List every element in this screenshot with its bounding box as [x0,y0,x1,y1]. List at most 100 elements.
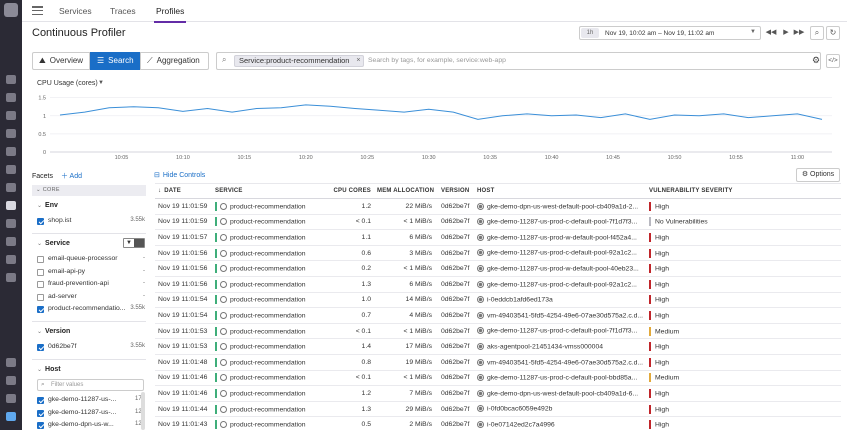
cell-date: Nov 19 11:01:53 [155,338,212,355]
zoom-icon[interactable]: ⌕ [810,26,824,40]
search-bar[interactable]: ⌕ Service:product-recommendation × Search… [216,52,821,70]
view-search-button[interactable]: ☰ Search [90,52,140,70]
hide-controls-button[interactable]: ⊟ Hide Controls [154,171,205,179]
search-input[interactable]: Search by tags, for example, service:web… [368,57,506,64]
facet-version-header[interactable]: ⌄ Version [37,328,71,335]
menu-icon[interactable] [32,6,43,16]
table-row[interactable]: Nov 19 11:01:54 product-recommendation 0.7… [155,307,841,324]
facet-item-service[interactable]: product-recommendatio... 3.55k [37,305,145,315]
view-aggregation-button[interactable]: ⟋ Aggregation [140,52,209,70]
col-date[interactable]: ↓ DATE [155,183,212,199]
cell-cpu: 0.8 [322,354,377,371]
dashboard-icon[interactable] [6,75,16,84]
chevron-down-icon[interactable]: ▼ [750,29,756,35]
service-filter-chip[interactable]: Service:product-recommendation × [234,55,365,67]
tab-services[interactable]: Services [59,6,92,16]
logs-icon[interactable] [6,219,16,228]
time-range-pill[interactable]: 1h [581,28,599,38]
apm-icon[interactable] [6,183,16,192]
facets-scrollbar[interactable] [141,392,145,430]
cell-cpu: 1.0 [322,292,377,309]
team-icon[interactable] [6,376,16,385]
tab-profiles[interactable]: Profiles [153,6,187,23]
facet-item-service[interactable]: fraud-prevention-api - [37,280,145,290]
checkbox[interactable] [37,409,44,417]
code-icon[interactable]: </> [826,54,840,68]
facet-item-host[interactable]: gke-demo-dpn-us-w... 120 [37,421,145,430]
add-facet-button[interactable]: ＋ Add [60,173,82,180]
play-icon[interactable]: ▶ [783,29,789,36]
metric-dropdown[interactable]: CPU Usage (cores) [37,80,98,87]
time-range-picker[interactable]: 1h Nov 19, 10:02 am – Nov 19, 11:02 am ▼ [579,26,761,40]
table-row[interactable]: Nov 19 11:01:56 product-recommendation 1.3… [155,276,841,293]
table-row[interactable]: Nov 19 11:01:54 product-recommendation 1.0… [155,292,841,309]
table-row[interactable]: Nov 19 11:01:44 product-recommendation 1.3… [155,401,841,418]
view-overview-button[interactable]: ⛰ Overview [32,52,90,70]
infrastructure-icon[interactable] [6,165,16,174]
table-row[interactable]: Nov 19 11:01:59 product-recommendation 1.2… [155,198,841,215]
alerts-icon[interactable] [6,147,16,156]
integrations-icon[interactable] [6,129,16,138]
rum-icon[interactable] [6,273,16,282]
rewind-icon[interactable]: ◀◀ [765,29,777,36]
filter-toggle-icon[interactable]: ▼ [123,238,145,248]
table-row[interactable]: Nov 19 11:01:53 product-recommendation 1.4… [155,338,841,355]
top-bar: Services Traces Profiles [22,0,847,23]
col-service[interactable]: SERVICE [212,183,322,199]
checkbox[interactable] [37,218,44,225]
table-row[interactable]: Nov 19 11:01:56 product-recommendation 0.6… [155,245,841,262]
core-section[interactable]: ⌄ CORE [32,185,146,196]
col-cpu[interactable]: CPU CORES [322,183,377,199]
synthetics-icon[interactable] [6,255,16,264]
tab-traces[interactable]: Traces [110,6,136,16]
table-row[interactable]: Nov 19 11:01:43 product-recommendation 0.5… [155,416,841,430]
facet-item-host[interactable]: gke-demo-11287-us-... 120 [37,409,145,419]
close-icon[interactable]: × [356,57,361,64]
gear-icon[interactable]: ⚙ [812,55,821,65]
facet-item-service[interactable]: email-queue-processor - [37,255,145,265]
metrics-icon[interactable] [6,111,16,120]
col-host[interactable]: HOST [474,183,646,199]
user-avatar-icon[interactable] [6,412,16,421]
host-filter-input[interactable]: ⌕ Filter values [37,379,144,391]
facet-service-header[interactable]: ⌄ Service [37,240,70,247]
facet-env-header[interactable]: ⌄ Env [37,202,58,209]
refresh-icon[interactable]: ↻ [826,26,840,40]
security-icon[interactable] [6,237,16,246]
options-button[interactable]: ⚙ Options [796,168,840,182]
datadog-logo-icon[interactable] [4,3,18,17]
checkbox[interactable] [37,268,44,276]
checkbox[interactable] [37,281,44,288]
settings-icon[interactable] [6,394,16,403]
table-row[interactable]: Nov 19 11:01:59 product-recommendation < 0… [155,214,841,231]
checkbox[interactable] [37,306,44,313]
facet-item-version[interactable]: 0d62be7f 3.55k [37,343,145,353]
checkbox[interactable] [37,422,44,429]
help-icon[interactable] [6,358,16,367]
facet-item-service[interactable]: email-api-py - [37,268,145,278]
table-row[interactable]: Nov 19 11:01:48 product-recommendation 0.8… [155,354,841,371]
cell-host: vm-49403541-5fd5-4254-49e6-07ae30d575a2.… [474,354,646,371]
col-version[interactable]: VERSION [438,183,474,199]
table-row[interactable]: Nov 19 11:01:57 product-recommendation 1.1… [155,229,841,246]
checkbox[interactable] [37,256,44,263]
checkbox[interactable] [37,397,44,404]
table-row[interactable]: Nov 19 11:01:53 product-recommendation < 0… [155,323,841,340]
facet-item-env[interactable]: shop.ist 3.55k [37,217,145,227]
apm-active-icon[interactable] [6,201,16,210]
table-row[interactable]: Nov 19 11:01:46 product-recommendation < 0… [155,370,841,387]
facet-host-header[interactable]: ⌄ Host [37,366,61,373]
facet-item-host[interactable]: gke-demo-11287-us-... 176 [37,396,145,406]
service-icon [220,405,227,413]
series-line-cpu[interactable] [59,104,823,120]
col-severity[interactable]: VULNERABILITY SEVERITY [646,183,841,199]
col-mem[interactable]: MEM ALLOCATION [377,183,438,199]
table-row[interactable]: Nov 19 11:01:46 product-recommendation 1.2… [155,385,841,402]
forward-icon[interactable]: ▶▶ [793,29,805,36]
checkbox[interactable] [37,293,44,301]
facet-item-service[interactable]: ad-server - [37,293,145,303]
checkbox[interactable] [37,344,44,351]
table-row[interactable]: Nov 19 11:01:56 product-recommendation 0.2… [155,260,841,277]
monitors-icon[interactable] [6,93,16,102]
chevron-down-icon[interactable]: ▼ [98,80,104,86]
